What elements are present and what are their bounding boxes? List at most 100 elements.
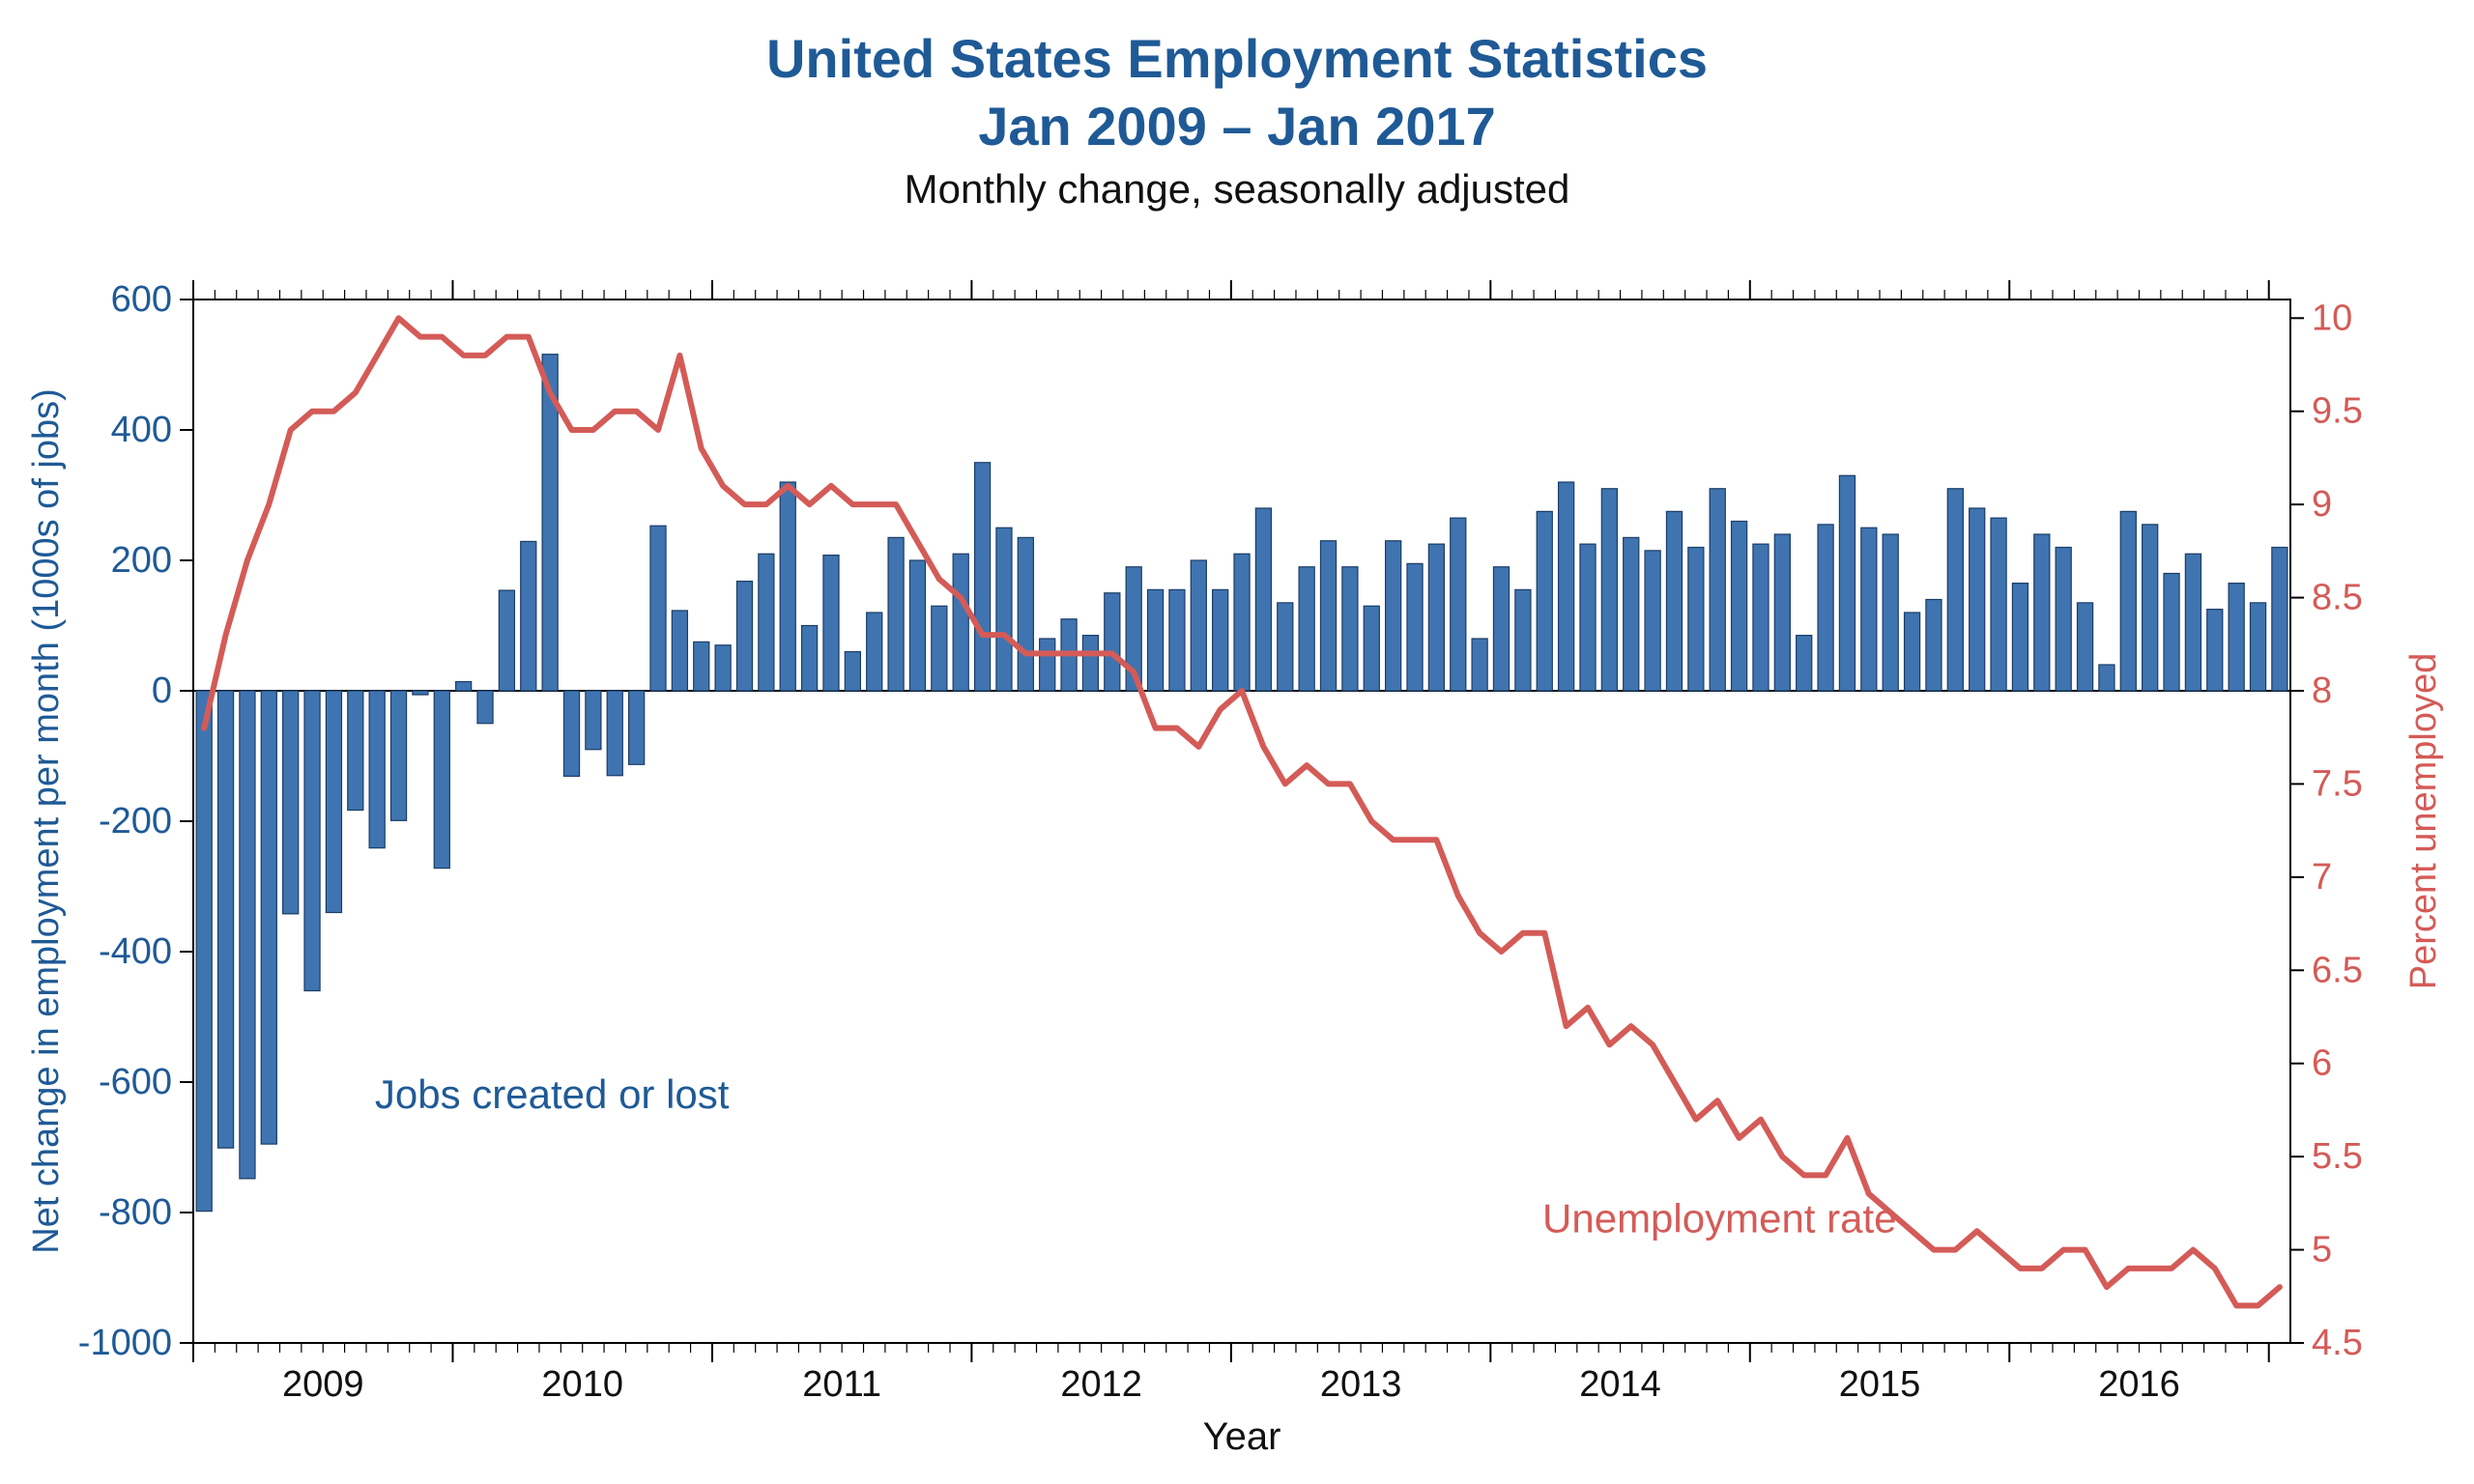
bar: [2034, 534, 2050, 691]
x-axis-label: Year: [1203, 1415, 1281, 1458]
bar: [283, 691, 299, 914]
bar: [996, 528, 1012, 691]
x-tick-label: 2011: [802, 1364, 881, 1405]
bar: [1839, 475, 1855, 691]
bar: [715, 645, 731, 691]
bar: [1537, 511, 1552, 691]
bar: [932, 606, 947, 691]
y-left-tick-label: 200: [111, 540, 172, 581]
bar: [1234, 554, 1250, 691]
bar: [2272, 548, 2287, 692]
y-left-tick-label: -200: [99, 801, 172, 842]
y-left-label: Net change in employment per month (1000…: [26, 388, 67, 1254]
bar: [975, 463, 991, 691]
bar: [2078, 603, 2093, 691]
y-right-tick-label: 6.5: [2312, 950, 2363, 990]
bar: [1299, 567, 1314, 691]
bar: [1148, 589, 1164, 691]
bar: [1018, 537, 1033, 691]
bar: [1364, 606, 1379, 691]
bar: [477, 691, 493, 724]
bar: [2056, 548, 2071, 692]
bar: [1559, 482, 1574, 691]
bar: [240, 691, 255, 1179]
bar: [823, 556, 839, 691]
bar: [390, 691, 406, 820]
bar: [304, 691, 320, 991]
chart-title-line1: United States Employment Statistics: [766, 28, 1708, 89]
bar: [326, 691, 341, 913]
bar: [2012, 584, 2028, 691]
bar: [1970, 508, 1985, 691]
bar: [1947, 489, 1963, 691]
y-right-tick-label: 8: [2312, 671, 2332, 711]
bar: [1320, 541, 1336, 691]
bar: [369, 691, 385, 848]
bar: [1861, 528, 1877, 691]
bar: [1905, 613, 1920, 691]
bar: [1278, 603, 1293, 691]
bar: [1580, 544, 1596, 691]
bar: [499, 590, 514, 691]
bar: [1818, 525, 1833, 691]
bar: [1451, 518, 1466, 691]
bar: [694, 642, 709, 691]
bar: [2143, 525, 2158, 691]
bar: [456, 682, 472, 691]
bar: [218, 691, 234, 1148]
chart-subtitle: Monthly change, seasonally adjusted: [905, 166, 1570, 212]
y-right-tick-label: 10: [2312, 298, 2352, 338]
bar: [1710, 489, 1725, 691]
bar: [2185, 554, 2201, 691]
bar: [2099, 665, 2114, 691]
bar: [1255, 508, 1271, 691]
bar: [1407, 563, 1423, 691]
y-right-tick-label: 7.5: [2312, 763, 2363, 804]
y-right-tick-label: 9: [2312, 484, 2332, 525]
chart-svg: United States Employment Statistics Jan 2…: [0, 0, 2474, 1484]
chart-title-line2: Jan 2009 – Jan 2017: [978, 96, 1496, 157]
bar: [607, 691, 622, 776]
y-right-tick-label: 5.5: [2312, 1136, 2363, 1177]
bar: [909, 560, 925, 691]
bar: [736, 582, 752, 691]
bar: [629, 691, 645, 764]
jobs-annotation: Jobs created or lost: [375, 1071, 730, 1117]
x-tick-label: 2012: [1060, 1364, 1142, 1405]
y-left-tick-label: -800: [99, 1192, 172, 1233]
bar: [1472, 639, 1487, 691]
x-tick-label: 2013: [1320, 1364, 1402, 1405]
y-right-tick-label: 4.5: [2312, 1323, 2363, 1363]
bar: [867, 613, 882, 691]
y-left-tick-label: 400: [111, 410, 172, 450]
bar: [2120, 511, 2136, 691]
y-right-tick-label: 9.5: [2312, 391, 2363, 432]
x-tick-label: 2016: [2098, 1364, 2180, 1405]
bar: [672, 611, 687, 691]
bar: [780, 482, 795, 691]
bar: [1601, 489, 1617, 691]
bar: [563, 691, 579, 776]
x-tick-label: 2014: [1579, 1364, 1661, 1405]
bar: [650, 526, 666, 691]
bar: [1428, 544, 1444, 691]
bar: [586, 691, 601, 750]
bar: [1342, 567, 1358, 691]
y-right-tick-label: 6: [2312, 1043, 2332, 1084]
bar: [521, 541, 536, 691]
y-right-tick-label: 8.5: [2312, 578, 2363, 618]
y-left-tick-label: -1000: [78, 1323, 172, 1363]
bar: [196, 691, 212, 1212]
bar: [1169, 589, 1185, 691]
bar: [1386, 541, 1401, 691]
y-right-tick-label: 5: [2312, 1230, 2332, 1270]
y-right-label: Percent unemployed: [2403, 653, 2444, 990]
bar: [1774, 534, 1790, 691]
bar: [1515, 589, 1531, 691]
bar: [1883, 534, 1898, 691]
bar: [759, 554, 774, 691]
y-left-tick-label: -600: [99, 1062, 172, 1102]
bar: [1688, 548, 1704, 692]
y-left-tick-label: 600: [111, 279, 172, 320]
bar: [1082, 636, 1098, 691]
